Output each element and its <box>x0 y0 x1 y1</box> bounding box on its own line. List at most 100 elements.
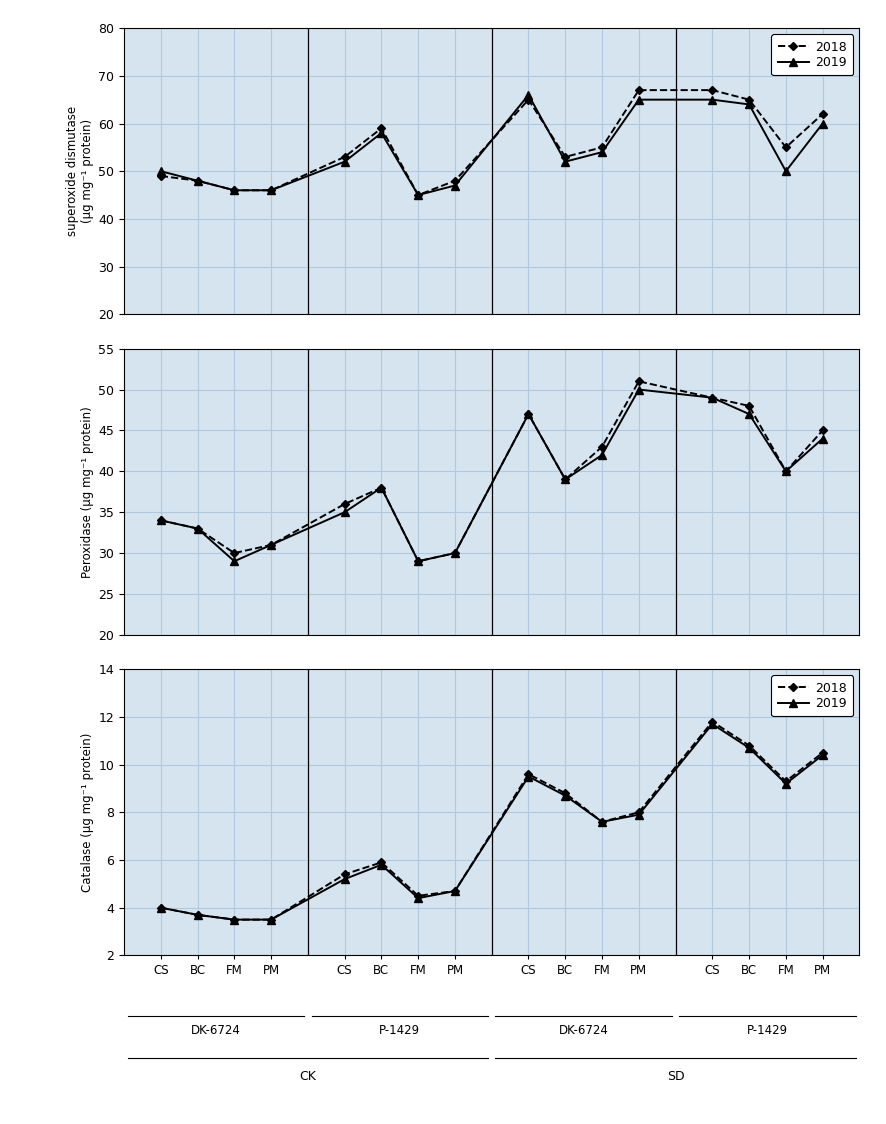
2018 <box>817 107 828 120</box>
2018 <box>229 183 239 197</box>
2019 <box>781 164 791 178</box>
2018 <box>560 473 571 487</box>
2018 <box>596 140 607 154</box>
Line: 2018: 2018 <box>158 87 826 198</box>
2018 <box>596 815 607 828</box>
2019 <box>156 164 167 178</box>
2018 <box>781 140 791 154</box>
Legend: 2018, 2019: 2018, 2019 <box>772 676 853 716</box>
2018 <box>633 83 644 97</box>
2018 <box>339 151 350 164</box>
2019 <box>596 145 607 158</box>
2018 <box>339 868 350 881</box>
2019 <box>560 155 571 169</box>
2018 <box>156 514 167 527</box>
Y-axis label: superoxide dismutase
(μg mg⁻¹ protein): superoxide dismutase (μg mg⁻¹ protein) <box>66 106 94 236</box>
2018 <box>817 746 828 760</box>
2019 <box>413 891 424 905</box>
Legend: 2018, 2019: 2018, 2019 <box>772 35 853 75</box>
2018 <box>743 399 754 413</box>
2018 <box>449 174 461 188</box>
2018 <box>266 538 276 552</box>
Y-axis label: Peroxidase (μg mg⁻¹ protein): Peroxidase (μg mg⁻¹ protein) <box>82 406 94 578</box>
Text: SD: SD <box>667 1070 684 1082</box>
2019 <box>560 789 571 803</box>
2019 <box>523 88 533 101</box>
2019 <box>817 117 828 130</box>
2019 <box>523 770 533 783</box>
2018 <box>229 913 239 926</box>
2019 <box>817 432 828 445</box>
2019 <box>156 901 167 915</box>
Text: CK: CK <box>299 1070 316 1082</box>
2019 <box>449 546 461 560</box>
2018 <box>266 913 276 926</box>
2019 <box>229 913 239 926</box>
2018 <box>523 768 533 781</box>
Text: P-1429: P-1429 <box>379 1024 420 1037</box>
2018 <box>707 715 718 728</box>
2018 <box>596 439 607 453</box>
Line: 2019: 2019 <box>157 719 827 924</box>
Text: DK-6724: DK-6724 <box>559 1024 609 1037</box>
2019 <box>596 448 607 462</box>
2019 <box>743 98 754 111</box>
2019 <box>156 514 167 527</box>
2018 <box>560 151 571 164</box>
2019 <box>339 155 350 169</box>
2019 <box>339 872 350 886</box>
2019 <box>596 815 607 828</box>
2018 <box>376 481 386 495</box>
2019 <box>707 717 718 731</box>
Line: 2018: 2018 <box>158 379 826 564</box>
2018 <box>156 901 167 915</box>
2018 <box>633 374 644 388</box>
2019 <box>560 473 571 487</box>
2019 <box>817 749 828 762</box>
2018 <box>781 464 791 478</box>
2018 <box>449 546 461 560</box>
2018 <box>339 497 350 510</box>
2019 <box>266 913 276 926</box>
2019 <box>707 391 718 405</box>
2019 <box>449 179 461 192</box>
2019 <box>376 858 386 871</box>
2018 <box>192 174 203 188</box>
2018 <box>523 93 533 107</box>
2019 <box>192 908 203 922</box>
2018 <box>156 170 167 183</box>
2018 <box>743 93 754 107</box>
2018 <box>743 738 754 752</box>
2018 <box>560 787 571 800</box>
2018 <box>707 391 718 405</box>
Line: 2019: 2019 <box>157 386 827 565</box>
2018 <box>817 424 828 437</box>
2019 <box>339 506 350 519</box>
2018 <box>523 407 533 420</box>
2018 <box>707 83 718 97</box>
2019 <box>413 554 424 568</box>
2018 <box>413 554 424 568</box>
2018 <box>376 121 386 135</box>
2019 <box>781 464 791 478</box>
2019 <box>266 183 276 197</box>
Line: 2018: 2018 <box>158 718 826 923</box>
2018 <box>376 855 386 869</box>
2019 <box>376 126 386 139</box>
2019 <box>192 522 203 535</box>
2018 <box>192 522 203 535</box>
Y-axis label: Catalase (μg mg⁻¹ protein): Catalase (μg mg⁻¹ protein) <box>82 733 94 892</box>
2019 <box>449 885 461 898</box>
2018 <box>781 774 791 788</box>
2018 <box>413 889 424 903</box>
Text: P-1429: P-1429 <box>747 1024 788 1037</box>
2019 <box>633 93 644 107</box>
2018 <box>229 546 239 560</box>
2018 <box>413 189 424 202</box>
2019 <box>229 183 239 197</box>
2019 <box>413 189 424 202</box>
2019 <box>523 407 533 420</box>
2019 <box>743 741 754 754</box>
2018 <box>633 806 644 819</box>
2019 <box>633 383 644 397</box>
